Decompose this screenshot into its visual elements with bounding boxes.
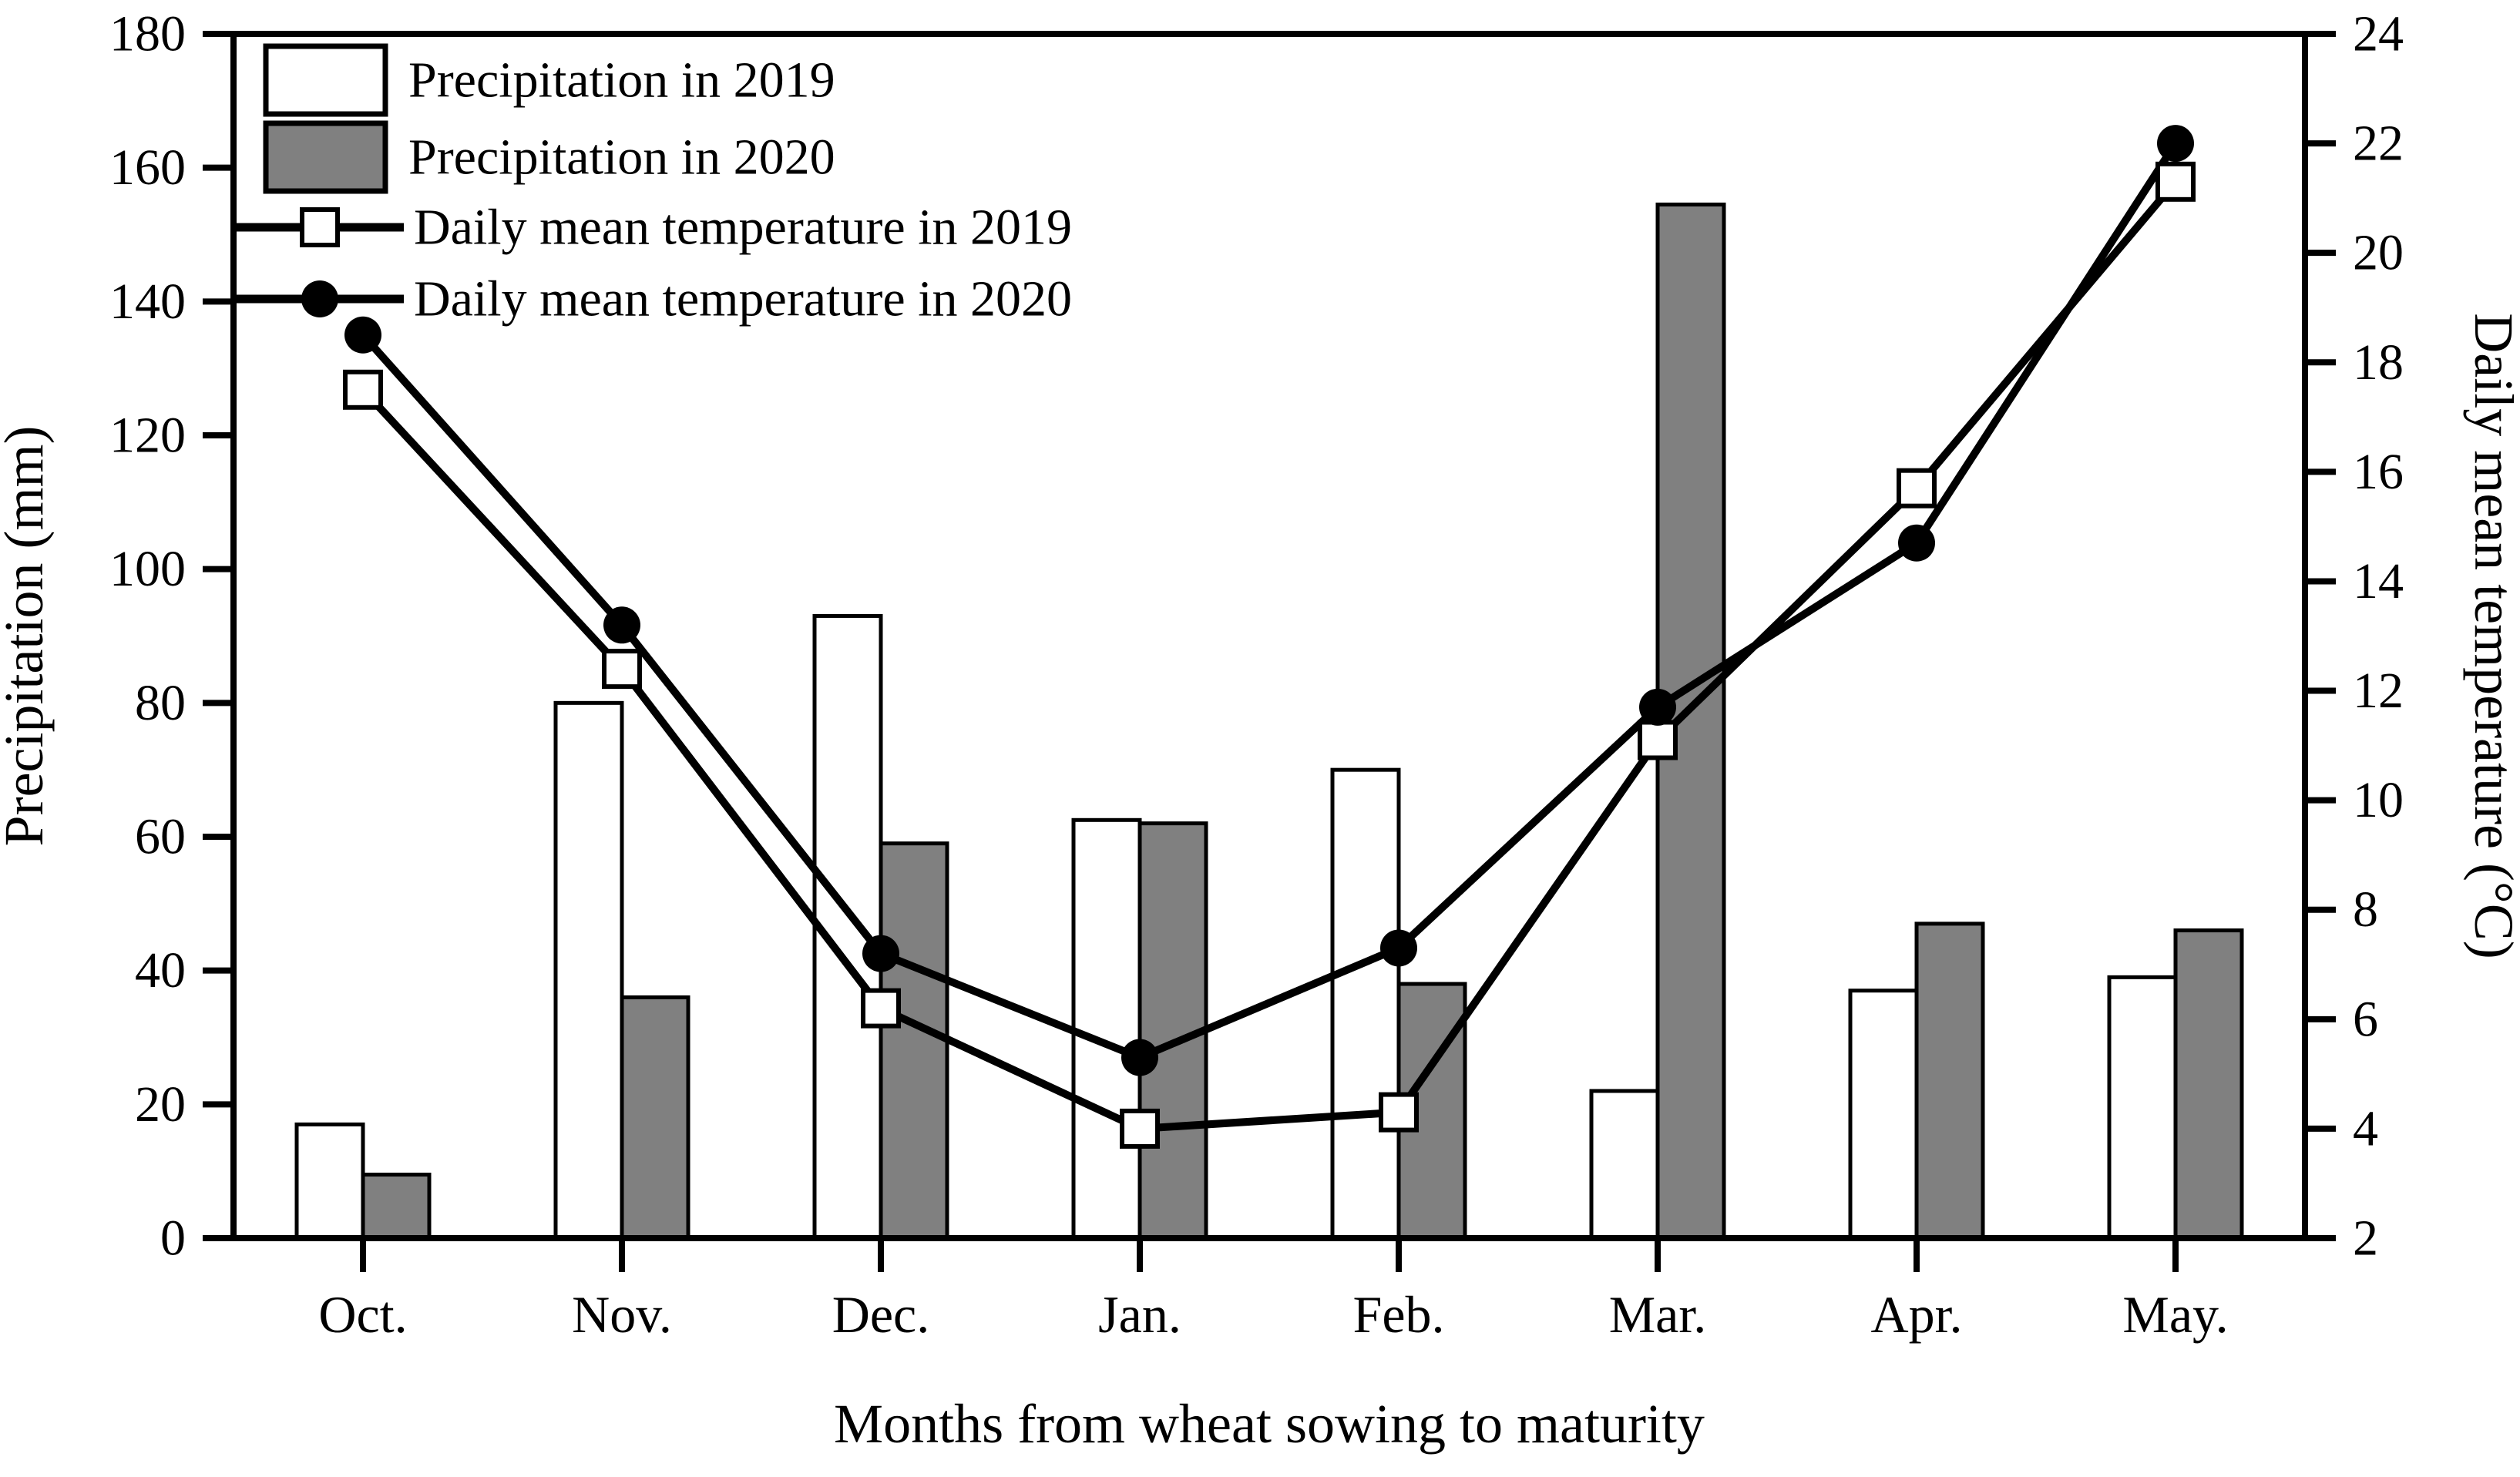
bar-precipitationin2019-may: [2107, 975, 2178, 1240]
marker-dailymeantemperaturein2019-mar: [1638, 720, 1678, 760]
left-axis-tick-label: 0: [160, 1210, 186, 1267]
x-axis-tick-label: Dec.: [832, 1285, 929, 1344]
left-axis-tick-label: 180: [109, 6, 186, 62]
marker-dailymeantemperaturein2019-feb: [1379, 1092, 1419, 1133]
right-axis-tick-label: 8: [2353, 881, 2378, 938]
marker-dailymeantemperaturein2019-oct: [343, 369, 383, 410]
marker-dailymeantemperaturein2020-apr: [1898, 524, 1935, 562]
x-axis-tick-label: May.: [2122, 1285, 2228, 1344]
line-dailymeantemperaturein2020: [360, 141, 2179, 1062]
left-axis-tick-label: 60: [135, 809, 186, 865]
legend-label: Precipitation in 2019: [408, 52, 835, 109]
bar-precipitationin2019-jan: [1071, 817, 1142, 1240]
marker-dailymeantemperaturein2019-nov: [602, 649, 642, 690]
bar-precipitationin2020-dec: [879, 841, 949, 1240]
marker-dailymeantemperaturein2019-apr: [1897, 468, 1937, 509]
bar-precipitationin2019-mar: [1589, 1089, 1660, 1240]
right-axis-title: Daily mean temperature (°C): [2463, 313, 2520, 958]
legend-swatch-precipitationin2019: [263, 43, 388, 117]
right-axis-tick-label: 10: [2353, 772, 2404, 828]
plot-border: [230, 31, 2308, 1241]
right-axis-tick-label: 20: [2353, 225, 2404, 281]
legend-label: Precipitation in 2020: [408, 129, 835, 186]
right-axis-tick-label: 16: [2353, 444, 2404, 500]
marker-dailymeantemperaturein2020-jan: [1121, 1039, 1158, 1076]
bar-precipitationin2019-oct: [294, 1122, 365, 1240]
line-dailymeantemperaturein2019: [360, 179, 2179, 1133]
marker-dailymeantemperaturein2019-may: [2155, 161, 2196, 202]
legend-label: Daily mean temperature in 2020: [414, 271, 1072, 327]
x-axis-tick-label: Apr.: [1871, 1285, 1963, 1344]
left-axis-tick-label: 100: [109, 541, 186, 597]
x-axis-tick-label: Oct.: [318, 1285, 407, 1344]
left-axis-tick-label: 80: [135, 675, 186, 731]
left-axis-tick-label: 160: [109, 139, 186, 196]
marker-dailymeantemperaturein2020-oct: [344, 316, 381, 354]
right-axis-tick-label: 2: [2353, 1210, 2378, 1267]
legend-label: Daily mean temperature in 2019: [414, 200, 1072, 256]
x-axis-tick-label: Nov.: [572, 1285, 672, 1344]
legend-swatch-precipitationin2020: [263, 120, 388, 194]
left-axis-tick-label: 20: [135, 1076, 186, 1133]
legend: Precipitation in 2019 Precipitation in 20…: [236, 43, 1072, 327]
bars-layer: [294, 202, 2244, 1240]
marker-dailymeantemperaturein2020-nov: [603, 606, 640, 644]
x-axis-tick-label: Mar.: [1609, 1285, 1707, 1344]
legend-filled-circle-icon: [301, 280, 338, 317]
marker-dailymeantemperaturein2019-jan: [1120, 1108, 1160, 1149]
right-axis-tick-label: 14: [2353, 553, 2404, 609]
x-axis-tick-label: Jan.: [1098, 1285, 1181, 1344]
right-axis-tick-label: 12: [2353, 663, 2404, 719]
marker-dailymeantemperaturein2020-dec: [862, 935, 899, 972]
bar-precipitationin2019-dec: [812, 613, 883, 1240]
right-axis-tick-label: 4: [2353, 1100, 2378, 1156]
right-axis-tick-label: 6: [2353, 991, 2378, 1047]
x-axis-tick-label: Feb.: [1353, 1285, 1445, 1344]
left-axis-tick-label: 140: [109, 274, 186, 330]
marker-dailymeantemperaturein2020-mar: [1639, 688, 1676, 726]
bar-precipitationin2020-apr: [1914, 921, 1985, 1240]
bar-precipitationin2020-may: [2173, 928, 2244, 1240]
marker-dailymeantemperaturein2020-may: [2157, 125, 2194, 163]
right-axis-tick-label: 24: [2353, 6, 2404, 62]
right-axis-tick-label: 22: [2353, 116, 2404, 172]
bar-precipitationin2019-nov: [553, 700, 624, 1240]
left-axis-tick-label: 120: [109, 408, 186, 464]
temperature-lines-layer: [343, 125, 2196, 1149]
legend-open-square-icon: [300, 207, 340, 247]
marker-dailymeantemperaturein2019-dec: [861, 988, 901, 1029]
bar-precipitationin2019-feb: [1330, 767, 1401, 1240]
left-axis-title: Precipitation (mm): [0, 426, 55, 847]
bar-precipitationin2020-oct: [361, 1173, 432, 1240]
bar-precipitationin2019-apr: [1848, 989, 1919, 1240]
axes-layer: 0204060801001201401601802468101214161820…: [0, 6, 2520, 1455]
right-axis-tick-label: 18: [2353, 334, 2404, 391]
marker-dailymeantemperaturein2020-feb: [1380, 929, 1417, 967]
x-axis-title: Months from wheat sowing to maturity: [834, 1393, 1705, 1455]
bar-precipitationin2020-nov: [620, 995, 690, 1240]
left-axis-tick-label: 40: [135, 942, 186, 999]
